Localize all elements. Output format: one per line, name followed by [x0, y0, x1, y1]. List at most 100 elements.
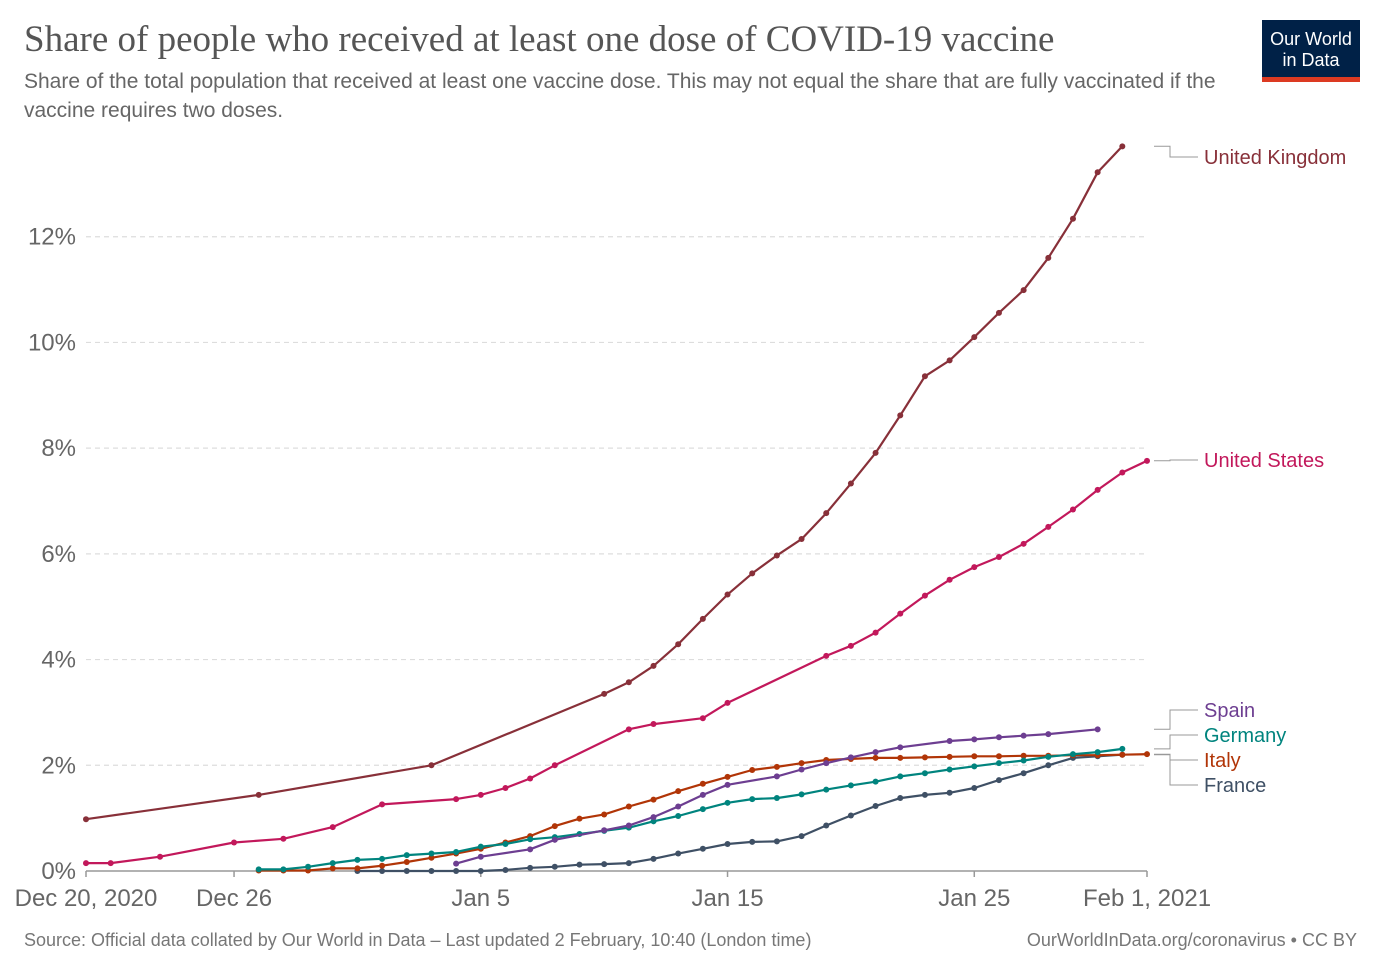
- data-point-france[interactable]: [971, 785, 978, 792]
- data-point-germany[interactable]: [897, 773, 904, 780]
- data-point-united-kingdom[interactable]: [1119, 143, 1126, 150]
- data-point-france[interactable]: [625, 860, 632, 867]
- data-point-united-states[interactable]: [921, 592, 928, 599]
- data-point-germany[interactable]: [971, 763, 978, 770]
- data-point-germany[interactable]: [847, 782, 854, 789]
- data-point-france[interactable]: [699, 845, 706, 852]
- data-point-spain[interactable]: [724, 781, 731, 788]
- data-point-germany[interactable]: [798, 791, 805, 798]
- data-point-united-kingdom[interactable]: [823, 510, 830, 517]
- data-point-united-kingdom[interactable]: [798, 536, 805, 543]
- data-point-spain[interactable]: [872, 749, 879, 756]
- data-point-germany[interactable]: [1094, 749, 1101, 756]
- data-point-united-kingdom[interactable]: [625, 679, 632, 686]
- data-point-united-states[interactable]: [1069, 506, 1076, 513]
- data-point-germany[interactable]: [453, 848, 460, 855]
- data-point-united-kingdom[interactable]: [83, 816, 89, 823]
- data-point-italy[interactable]: [354, 865, 361, 872]
- data-point-italy[interactable]: [625, 803, 632, 810]
- data-point-italy[interactable]: [946, 753, 953, 760]
- data-point-italy[interactable]: [773, 763, 780, 770]
- data-point-united-states[interactable]: [699, 715, 706, 722]
- data-point-spain[interactable]: [625, 822, 632, 829]
- data-point-united-kingdom[interactable]: [675, 641, 682, 648]
- data-point-spain[interactable]: [650, 814, 657, 821]
- data-point-italy[interactable]: [921, 754, 928, 761]
- data-point-france[interactable]: [403, 868, 410, 874]
- data-point-united-states[interactable]: [107, 860, 114, 867]
- data-point-united-states[interactable]: [1094, 486, 1101, 493]
- data-point-united-states[interactable]: [971, 564, 978, 571]
- data-point-france[interactable]: [675, 850, 682, 857]
- data-point-united-kingdom[interactable]: [1069, 215, 1076, 222]
- data-point-united-kingdom[interactable]: [1045, 254, 1052, 261]
- data-point-italy[interactable]: [329, 865, 336, 872]
- data-point-united-states[interactable]: [1144, 457, 1150, 464]
- data-point-france[interactable]: [650, 855, 657, 862]
- data-point-france[interactable]: [724, 841, 731, 848]
- data-point-united-kingdom[interactable]: [724, 591, 731, 598]
- data-point-united-kingdom[interactable]: [255, 791, 262, 798]
- data-point-germany[interactable]: [527, 836, 534, 843]
- data-point-united-kingdom[interactable]: [1094, 169, 1101, 176]
- data-point-united-states[interactable]: [995, 554, 1002, 561]
- data-point-italy[interactable]: [1119, 751, 1126, 758]
- series-label-united-kingdom[interactable]: United Kingdom: [1204, 147, 1346, 169]
- data-point-united-kingdom[interactable]: [428, 762, 435, 769]
- data-point-france[interactable]: [823, 822, 830, 829]
- data-point-united-states[interactable]: [946, 576, 953, 583]
- data-point-spain[interactable]: [601, 827, 608, 834]
- data-point-france[interactable]: [601, 861, 608, 868]
- data-point-germany[interactable]: [1119, 745, 1126, 752]
- data-point-germany[interactable]: [428, 850, 435, 857]
- data-point-united-kingdom[interactable]: [995, 309, 1002, 316]
- data-point-united-kingdom[interactable]: [650, 662, 657, 669]
- data-point-united-states[interactable]: [847, 642, 854, 649]
- series-italy[interactable]: [255, 751, 1150, 874]
- series-label-germany[interactable]: Germany: [1204, 725, 1286, 747]
- data-point-italy[interactable]: [1020, 752, 1027, 759]
- data-point-spain[interactable]: [675, 803, 682, 810]
- data-point-france[interactable]: [453, 868, 460, 874]
- data-point-germany[interactable]: [724, 799, 731, 806]
- data-point-spain[interactable]: [527, 846, 534, 853]
- data-point-spain[interactable]: [1094, 726, 1101, 733]
- data-point-italy[interactable]: [576, 815, 583, 822]
- data-point-italy[interactable]: [650, 796, 657, 803]
- data-point-germany[interactable]: [477, 843, 484, 850]
- data-point-united-states[interactable]: [872, 629, 879, 636]
- data-point-france[interactable]: [379, 868, 386, 874]
- data-point-spain[interactable]: [699, 791, 706, 798]
- data-point-united-states[interactable]: [527, 775, 534, 782]
- series-line-united-states[interactable]: [86, 459, 1148, 865]
- series-line-spain[interactable]: [455, 728, 1098, 865]
- series-united-states[interactable]: [83, 457, 1150, 867]
- data-point-united-states[interactable]: [379, 801, 386, 808]
- data-point-germany[interactable]: [675, 813, 682, 820]
- data-point-germany[interactable]: [379, 855, 386, 862]
- data-point-spain[interactable]: [1045, 731, 1052, 738]
- data-point-france[interactable]: [872, 802, 879, 809]
- data-point-united-kingdom[interactable]: [1020, 287, 1027, 294]
- data-point-france[interactable]: [576, 861, 583, 868]
- data-point-united-states[interactable]: [650, 721, 657, 728]
- data-point-united-states[interactable]: [231, 839, 238, 846]
- data-point-germany[interactable]: [1045, 753, 1052, 760]
- data-point-united-kingdom[interactable]: [749, 570, 756, 577]
- data-point-spain[interactable]: [847, 754, 854, 761]
- series-label-italy[interactable]: Italy: [1204, 750, 1241, 772]
- data-point-united-kingdom[interactable]: [699, 615, 706, 622]
- data-point-germany[interactable]: [872, 778, 879, 785]
- data-point-united-states[interactable]: [823, 652, 830, 659]
- data-point-united-states[interactable]: [453, 796, 460, 803]
- data-point-france[interactable]: [995, 777, 1002, 784]
- series-label-france[interactable]: France: [1204, 775, 1266, 797]
- series-label-united-states[interactable]: United States: [1204, 450, 1324, 472]
- data-point-united-states[interactable]: [280, 835, 287, 842]
- data-point-france[interactable]: [502, 866, 509, 873]
- data-point-spain[interactable]: [477, 853, 484, 860]
- data-point-spain[interactable]: [1020, 732, 1027, 739]
- data-point-germany[interactable]: [403, 852, 410, 859]
- data-point-spain[interactable]: [823, 760, 830, 767]
- series-united-kingdom[interactable]: [83, 143, 1126, 823]
